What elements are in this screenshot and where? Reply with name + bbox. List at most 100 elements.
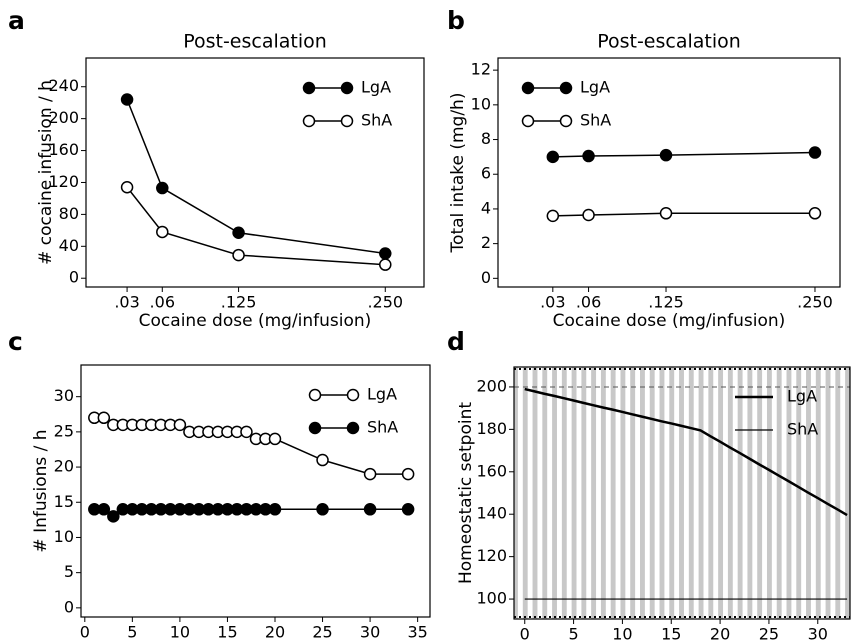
data-point	[546, 150, 560, 164]
x-tick-label: .06	[576, 293, 601, 312]
x-tick-label: 10	[170, 623, 190, 642]
legend-marker	[340, 114, 354, 128]
session-band	[620, 367, 626, 619]
x-tick-label: 25	[759, 625, 779, 643]
y-tick-label: 6	[481, 164, 491, 183]
data-point	[316, 503, 329, 516]
y-tick-label: 0	[69, 268, 79, 287]
y-tick-label: 25	[54, 421, 74, 440]
session-band	[522, 367, 528, 619]
data-point	[401, 503, 415, 516]
panel-label: c	[8, 327, 23, 356]
data-point	[107, 510, 120, 523]
y-axis-label: Total intake (mg/h)	[448, 93, 468, 254]
legend-label: LgA	[580, 78, 610, 97]
data-point	[97, 503, 111, 516]
session-band	[669, 367, 675, 619]
series-line	[552, 212, 815, 217]
y-tick-label: 20	[54, 457, 74, 476]
x-tick-label: 30	[360, 623, 380, 642]
y-tick-label: 100	[476, 589, 507, 608]
x-tick-label: 15	[217, 623, 237, 642]
session-band	[659, 367, 665, 619]
x-tick-label: 5	[568, 625, 578, 643]
y-tick-label: 10	[54, 527, 74, 546]
y-tick-label: 120	[48, 172, 79, 191]
data-point	[401, 467, 415, 481]
y-tick-label: 160	[476, 461, 507, 480]
legend-label: LgA	[367, 385, 397, 404]
session-band	[640, 367, 645, 619]
y-tick-label: 0	[64, 597, 74, 616]
data-point	[120, 93, 134, 106]
y-tick-label: 2	[481, 233, 491, 252]
session-band	[815, 367, 821, 619]
data-point	[156, 181, 169, 195]
session-band	[786, 367, 792, 619]
legend-label: ShA	[361, 111, 392, 130]
y-axis-label: # Infusions / h	[31, 429, 51, 552]
x-tick-label: 25	[312, 623, 332, 642]
y-axis-label: Homeostatic setpoint	[456, 402, 476, 584]
panel-label: a	[8, 6, 25, 35]
session-band	[708, 367, 714, 619]
panel-label: b	[447, 6, 465, 35]
y-axis-label: # cocaine infusion / h	[36, 80, 56, 265]
x-tick-label: 0	[520, 625, 530, 643]
legend-marker	[346, 421, 360, 435]
series-line	[126, 186, 386, 266]
y-tick-label: 30	[54, 386, 74, 405]
session-band	[796, 367, 802, 619]
session-band	[679, 367, 684, 619]
y-tick-label: 5	[64, 562, 74, 581]
x-tick-label: 0	[80, 623, 90, 642]
x-tick-label: .125	[648, 293, 684, 312]
x-tick-label: 30	[808, 625, 828, 643]
y-tick-label: 140	[476, 504, 507, 523]
chart-title: Post-escalation	[597, 31, 741, 53]
legend-marker	[559, 114, 573, 128]
data-point	[268, 432, 282, 446]
y-tick-label: 180	[476, 419, 507, 438]
legend-marker	[521, 81, 535, 95]
legend-label: ShA	[787, 420, 818, 439]
y-tick-label: 160	[48, 140, 79, 159]
session-band	[542, 367, 548, 619]
data-point	[173, 418, 187, 432]
data-point	[808, 146, 822, 159]
x-tick-label: 15	[661, 625, 681, 643]
x-axis-label: Post-escalation Day	[172, 641, 339, 643]
session-band	[718, 367, 724, 619]
x-tick-label: 35	[407, 623, 427, 642]
x-tick-label: 20	[265, 623, 285, 642]
legend-label: LgA	[787, 387, 817, 406]
session-band	[747, 367, 753, 619]
legend-marker	[308, 421, 322, 435]
data-point	[156, 225, 169, 239]
data-point	[379, 247, 392, 260]
data-point	[363, 503, 377, 516]
data-point	[363, 467, 377, 481]
x-tick-label: .06	[150, 293, 175, 312]
plot-area	[552, 151, 815, 217]
legend-label: ShA	[367, 418, 398, 437]
x-tick-label: .125	[221, 293, 257, 312]
x-tick-label: .03	[540, 293, 565, 312]
axes-frame	[80, 364, 431, 618]
session-band	[766, 367, 772, 619]
session-band	[561, 367, 567, 619]
legend-marker	[302, 81, 316, 95]
y-tick-label: 12	[471, 60, 491, 79]
y-tick-label: 15	[54, 492, 74, 511]
series-line	[126, 99, 386, 255]
session-band	[581, 367, 587, 619]
session-band	[845, 367, 850, 619]
session-band	[698, 367, 704, 619]
data-point	[808, 207, 822, 220]
data-point	[240, 425, 253, 439]
y-tick-label: 10	[471, 94, 491, 113]
session-band	[649, 367, 655, 619]
data-point	[232, 226, 245, 239]
x-tick-label: .250	[797, 293, 833, 312]
x-tick-label: .250	[367, 293, 403, 312]
